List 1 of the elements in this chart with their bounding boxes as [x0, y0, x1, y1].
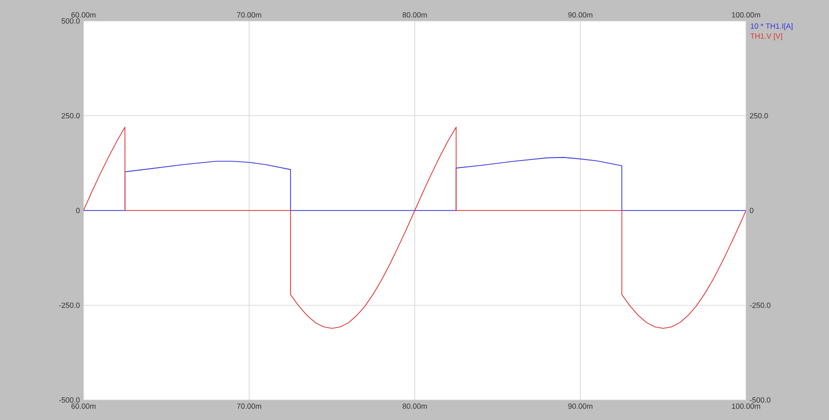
- line-series: [84, 157, 746, 211]
